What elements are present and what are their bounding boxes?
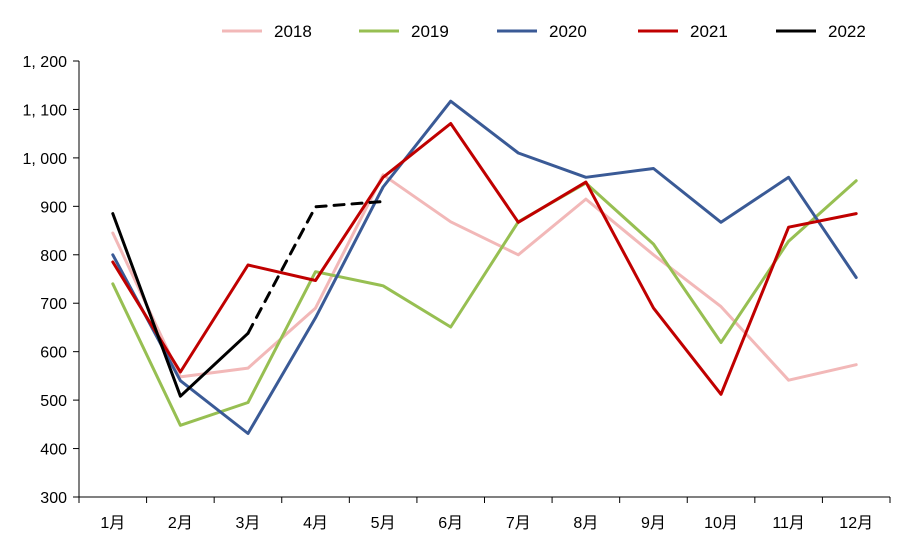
legend-label-2020: 2020 [549,22,587,41]
y-tick-label: 800 [40,248,67,265]
series-line-2018 [111,173,858,382]
x-tick-label: 4月 [303,515,328,532]
series-line-2022 [111,212,250,398]
y-tick-label: 700 [40,296,67,313]
legend-label-2022: 2022 [828,22,866,41]
x-tick-label: 3月 [236,515,261,532]
y-tick-label: 900 [40,199,67,216]
x-tick-label: 11月 [772,515,805,532]
y-tick-label: 400 [40,442,67,459]
y-tick-label: 1, 100 [23,102,68,119]
y-tick-label: 500 [40,393,67,410]
series-line-projected [246,200,385,335]
x-tick-label: 8月 [573,515,598,532]
series-line-2019 [111,179,858,427]
x-tick-label: 1月 [100,515,125,532]
x-tick-label: 5月 [371,515,396,532]
y-tick-label: 300 [40,490,67,507]
x-tick-label: 6月 [438,515,463,532]
x-tick-label: 10月 [704,515,738,532]
x-tick-label: 2月 [168,515,193,532]
y-tick-label: 1, 000 [23,151,68,168]
legend-label-2018: 2018 [274,22,312,41]
x-tick-label: 12月 [839,515,873,532]
legend-label-2019: 2019 [411,22,449,41]
x-tick-label: 9月 [641,515,666,532]
x-tick-label: 7月 [506,515,531,532]
y-tick-label: 600 [40,345,67,362]
series-line-2021 [111,122,858,396]
y-tick-label: 1, 200 [23,54,68,71]
series-line-2020 [111,99,858,435]
legend-label-2021: 2021 [690,22,728,41]
